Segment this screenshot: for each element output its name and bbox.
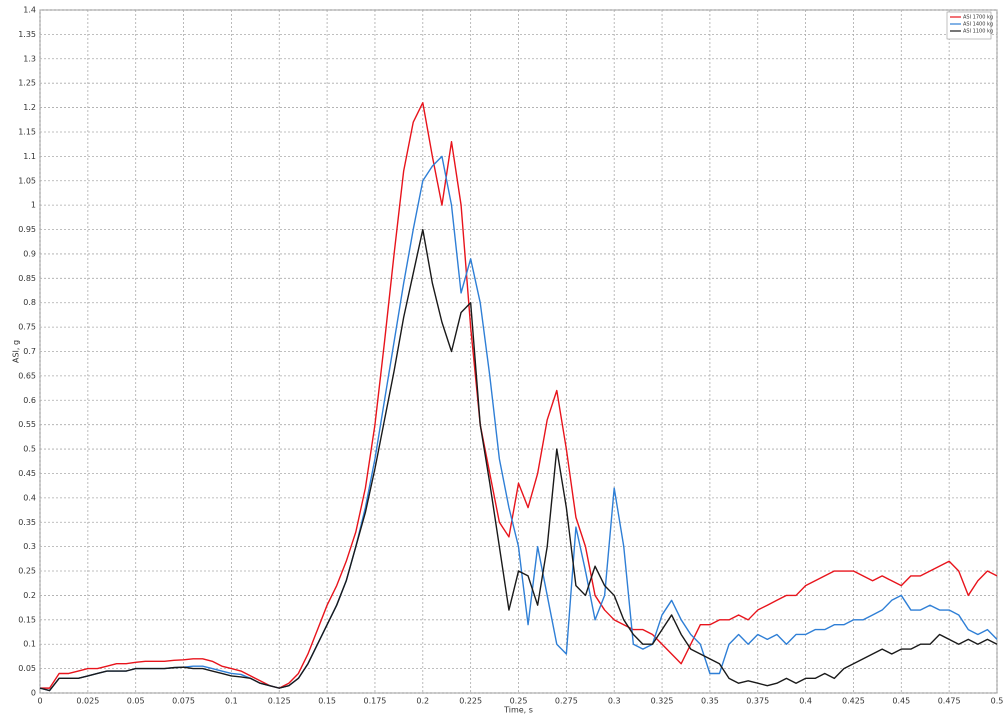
legend-label: ASI 1100 kg	[963, 29, 993, 35]
x-tick-label: 0.5	[991, 697, 1004, 706]
series-line	[39, 228, 998, 692]
y-tick-label: 1.2	[23, 103, 36, 112]
y-tick-label: 0.5	[23, 445, 36, 454]
y-tick-label: 0.45	[18, 469, 36, 478]
x-tick-label: 0.125	[268, 697, 291, 706]
x-tick-label: 0.25	[510, 697, 528, 706]
x-tick-label: 0.025	[76, 697, 99, 706]
y-tick-label: 0.3	[23, 542, 36, 551]
x-tick-label: 0.05	[127, 697, 145, 706]
y-tick-label: 0.7	[23, 347, 36, 356]
y-tick-label: 0.25	[18, 567, 36, 576]
x-tick-label: 0.275	[555, 697, 578, 706]
x-tick-label: 0.325	[651, 697, 674, 706]
y-tick-label: 0.65	[18, 371, 36, 380]
y-tick-label: 0.75	[18, 323, 36, 332]
y-tick-label: 1.15	[18, 127, 36, 136]
x-tick-label: 0.175	[363, 697, 386, 706]
y-tick-label: 0.6	[23, 396, 36, 405]
x-tick-label: 0.375	[746, 697, 769, 706]
y-tick-label: 0.05	[18, 664, 36, 673]
y-tick-label: 0.95	[18, 225, 36, 234]
x-tick-label: 0.2	[416, 697, 429, 706]
y-tick-label: 0.55	[18, 420, 36, 429]
x-tick-label: 0	[37, 697, 42, 706]
y-tick-label: 1.25	[18, 79, 36, 88]
y-tick-label: 0.9	[23, 249, 36, 258]
legend-label: ASI 1400 kg	[963, 22, 993, 28]
x-tick-label: 0.075	[172, 697, 195, 706]
y-tick-label: 0	[31, 689, 36, 698]
legend-label: ASI 1700 kg	[963, 15, 993, 21]
x-tick-label: 0.35	[701, 697, 719, 706]
y-tick-label: 0.85	[18, 274, 36, 283]
y-tick-label: 0.2	[23, 591, 36, 600]
y-tick-label: 1.05	[18, 176, 36, 185]
x-tick-label: 0.1	[225, 697, 238, 706]
series-line	[39, 155, 998, 692]
x-tick-label: 0.475	[938, 697, 961, 706]
x-tick-label: 0.4	[799, 697, 812, 706]
y-tick-label: 0.15	[18, 615, 36, 624]
x-tick-label: 0.15	[318, 697, 336, 706]
x-axis-label: Time, s	[503, 706, 533, 715]
y-tick-label: 1	[31, 201, 36, 210]
x-tick-label: 0.425	[842, 697, 865, 706]
series-line	[40, 101, 998, 689]
y-tick-label: 0.4	[23, 493, 36, 502]
y-tick-label: 0.35	[18, 518, 36, 527]
y-tick-label: 1.1	[23, 152, 36, 161]
y-axis-label: ASI, g	[12, 340, 21, 363]
y-tick-label: 0.1	[23, 640, 36, 649]
x-tick-label: 0.45	[892, 697, 910, 706]
x-tick-label: 0.225	[459, 697, 482, 706]
y-tick-label: 1.3	[23, 54, 36, 63]
y-tick-label: 1.4	[23, 6, 36, 15]
x-tick-label: 0.3	[608, 697, 621, 706]
y-tick-label: 0.8	[23, 298, 36, 307]
y-tick-label: 1.35	[18, 30, 36, 39]
